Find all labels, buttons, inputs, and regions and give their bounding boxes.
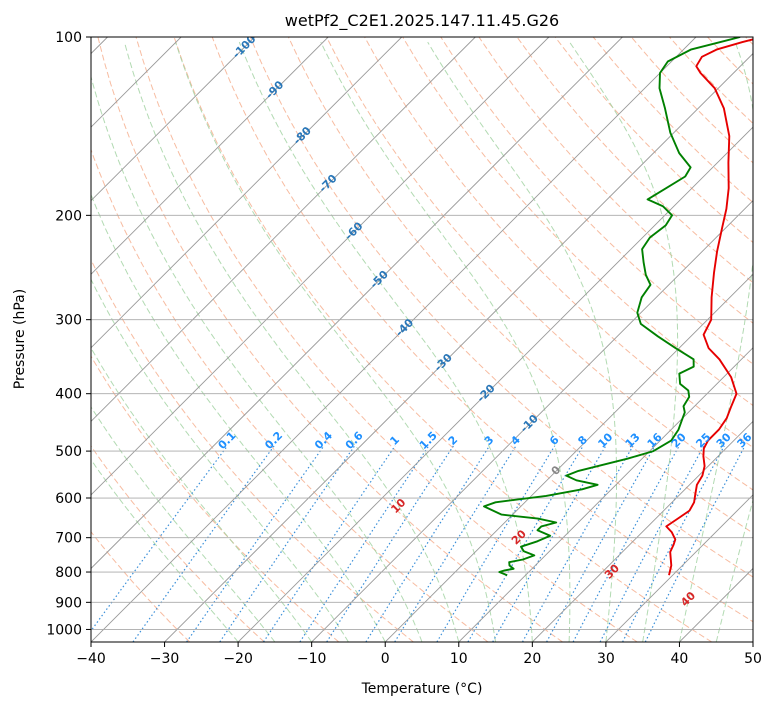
mixing-ratio-line [546, 445, 656, 642]
moist-adiabats [91, 41, 753, 642]
moist-adiabat-line [91, 346, 313, 642]
plot-background [91, 37, 753, 642]
dry-adiabat-line [249, 37, 753, 578]
mixing-ratio-line [186, 445, 325, 642]
dry-adiabat-line [440, 37, 753, 365]
moist-adiabat-line [175, 41, 497, 642]
dry-adiabat-line [135, 37, 638, 642]
x-tick-label: −10 [297, 651, 327, 667]
y-axis-label: Pressure (hPa) [12, 289, 28, 389]
isotherm-line [384, 273, 753, 642]
mixing-ratio-line [262, 445, 396, 642]
isotherm-line [752, 641, 753, 642]
isotherm-line [91, 37, 476, 422]
y-tick-label: 600 [55, 491, 82, 507]
mixing-ratio-line [436, 445, 556, 642]
x-tick-label: 20 [523, 651, 541, 667]
y-tick-label: 800 [55, 565, 82, 581]
isotherms [91, 37, 753, 642]
isotherm-line [91, 37, 623, 570]
isotherm-line [91, 37, 550, 496]
x-tick-label: 0 [381, 651, 390, 667]
moist-adiabat-line [91, 406, 276, 642]
isotherm-line [91, 37, 403, 349]
isotherm-line [91, 37, 329, 275]
x-tick-label: 50 [744, 651, 762, 667]
mixing-ratio-line [132, 445, 275, 642]
plot-area: -100-90-80-70-60-50-40-30-20-1000.1 0.2 0.… [91, 37, 755, 642]
dry-adiabat-line [402, 37, 753, 407]
dry-adiabat-line [516, 37, 753, 284]
isotherm-line [237, 126, 753, 642]
y-tick-label: 200 [55, 208, 82, 224]
y-tick-label: 500 [55, 444, 82, 460]
moist-adiabat-line [569, 41, 679, 642]
dry-adiabat-line [211, 37, 753, 623]
isobars [91, 37, 753, 630]
moist-adiabat-line [91, 278, 349, 642]
y-tick-label: 100 [55, 30, 82, 46]
moist-adiabat-line [91, 458, 239, 642]
isotherm-line [91, 37, 255, 202]
moist-adiabat-line [91, 193, 386, 642]
temperature-profile-line [665, 38, 753, 576]
dry-adiabat-line [91, 445, 265, 642]
moist-adiabat-line [91, 75, 423, 642]
plot-frame [90, 36, 754, 643]
x-tick-label: 10 [450, 651, 468, 667]
mixing-ratio-line [622, 445, 725, 642]
dry-adiabat-line [97, 37, 563, 642]
x-tick-label: −30 [150, 651, 180, 667]
isotherm-line [91, 37, 697, 642]
dry-adiabat-line [91, 355, 340, 642]
dry-adiabat-line [91, 148, 489, 642]
dewpoint-profile-line [483, 37, 741, 577]
mixing-ratio-line [644, 445, 746, 642]
isotherm-line [605, 494, 753, 642]
x-tick-label: −40 [76, 651, 106, 667]
moist-adiabat-line [238, 41, 533, 642]
x-axis-label: Temperature (°C) [361, 681, 483, 697]
isotherm-line [458, 347, 753, 642]
y-tick-label: 400 [55, 387, 82, 403]
moist-adiabat-line [320, 41, 571, 642]
mixing-ratio-line [219, 445, 356, 642]
moist-adiabat-line [124, 41, 460, 642]
axes: −40 −30 −20 −10 0 10 20 30 40 50 1000 900 800 700 600 5… [46, 30, 762, 667]
x-tick-label: −20 [223, 651, 253, 667]
y-tick-label: 300 [55, 313, 82, 329]
y-tick-label: 700 [55, 531, 82, 547]
moist-adiabat-line [678, 41, 753, 642]
y-tick-label: 900 [55, 595, 82, 611]
mixing-ratio-line [365, 445, 491, 642]
moist-adiabat-line [427, 41, 618, 642]
chart-title: wetPf2_C2E1.2025.147.11.45.G26 [285, 11, 559, 31]
mixing-ratio-line [326, 445, 454, 642]
isotherm-line [311, 200, 753, 642]
isotherm-line [532, 420, 753, 642]
y-tick-label: 1000 [46, 622, 82, 638]
mixing-ratio-line [299, 445, 430, 642]
isotherm-line [164, 52, 753, 642]
x-tick-label: 40 [671, 651, 689, 667]
mixing-ratio-label: 36 [735, 430, 755, 450]
mixing-ratio-line [521, 445, 634, 642]
x-tick-label: 30 [597, 651, 615, 667]
dry-adiabat-line [326, 37, 753, 491]
sounding-profiles [483, 37, 753, 577]
dry-adiabat-line [91, 531, 191, 642]
